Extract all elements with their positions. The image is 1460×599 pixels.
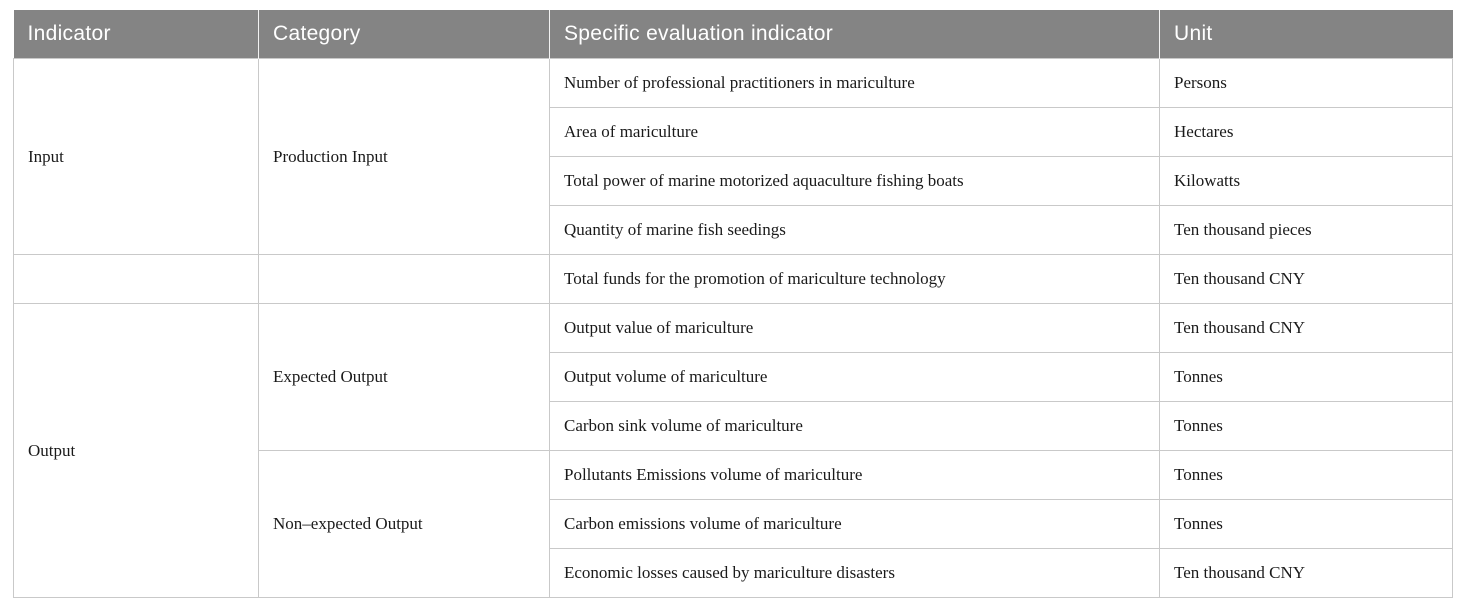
cell-unit: Ten thousand pieces: [1159, 205, 1453, 255]
cell-unit: Hectares: [1159, 107, 1453, 157]
evaluation-indicator-table: Indicator Category Specific evaluation i…: [13, 10, 1453, 598]
cell-indicator-empty: [13, 254, 259, 304]
cell-category-expected-output: Expected Output: [258, 303, 550, 451]
table-row: Total funds for the promotion of maricul…: [13, 254, 1453, 304]
cell-specific: Carbon emissions volume of mariculture: [549, 499, 1160, 549]
cell-specific: Total power of marine motorized aquacult…: [549, 156, 1160, 206]
cell-category-empty: [258, 254, 550, 304]
cell-unit: Tonnes: [1159, 450, 1453, 500]
cell-specific: Output volume of mariculture: [549, 352, 1160, 402]
header-cell-specific-evaluation-indicator: Specific evaluation indicator: [549, 10, 1160, 59]
cell-specific: Pollutants Emissions volume of maricultu…: [549, 450, 1160, 500]
table-row: Output Expected Output Output value of m…: [13, 303, 1453, 598]
cell-specific: Quantity of marine fish seedings: [549, 205, 1160, 255]
cell-unit: Tonnes: [1159, 499, 1453, 549]
cell-specific: Output value of mariculture: [549, 303, 1160, 353]
cell-unit: Ten thousand CNY: [1159, 548, 1453, 598]
table-row: Carbon sink volume of mariculture Tonnes: [14, 401, 1453, 451]
header-cell-unit: Unit: [1159, 10, 1453, 59]
header-cell-category: Category: [258, 10, 550, 59]
table-row: Non–expected Output Pollutants Emissions…: [14, 450, 1453, 598]
cell-category-production-input: Production Input: [258, 58, 550, 255]
table-row: Quantity of marine fish seedings Ten tho…: [14, 205, 1453, 255]
table-row: Carbon emissions volume of mariculture T…: [14, 499, 1453, 549]
cell-specific: Economic losses caused by mariculture di…: [549, 548, 1160, 598]
header-cell-indicator: Indicator: [13, 10, 259, 59]
cell-unit: Tonnes: [1159, 401, 1453, 451]
cell-category-non-expected-output: Non–expected Output: [258, 450, 550, 598]
cell-unit: Ten thousand CNY: [1159, 254, 1453, 304]
table-row: Area of mariculture Hectares: [14, 107, 1453, 157]
header-row: Indicator Category Specific evaluation i…: [13, 10, 1453, 59]
cell-unit: Persons: [1159, 58, 1453, 108]
cell-specific: Area of mariculture: [549, 107, 1160, 157]
evaluation-indicator-table-container: Indicator Category Specific evaluation i…: [13, 10, 1453, 598]
table-row: Economic losses caused by mariculture di…: [14, 548, 1453, 598]
cell-indicator-output: Output: [13, 303, 259, 598]
cell-specific: Number of professional practitioners in …: [549, 58, 1160, 108]
cell-unit: Kilowatts: [1159, 156, 1453, 206]
table-row: Output volume of mariculture Tonnes: [14, 352, 1453, 402]
cell-unit: Ten thousand CNY: [1159, 303, 1453, 353]
table-row: Input Production Input Number of profess…: [13, 58, 1453, 255]
table-row: Total power of marine motorized aquacult…: [14, 156, 1453, 206]
cell-specific: Carbon sink volume of mariculture: [549, 401, 1160, 451]
cell-unit: Tonnes: [1159, 352, 1453, 402]
cell-indicator-input: Input: [13, 58, 259, 255]
cell-specific: Total funds for the promotion of maricul…: [549, 254, 1160, 304]
